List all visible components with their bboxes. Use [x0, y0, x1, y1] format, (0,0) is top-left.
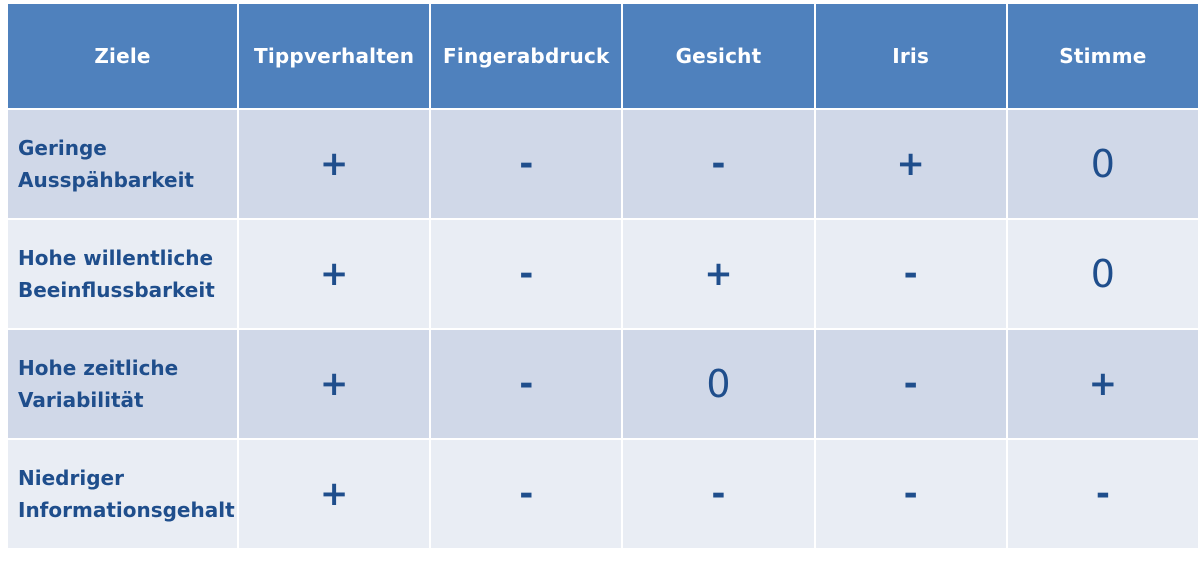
- rating-cell: +: [239, 330, 430, 438]
- rating-cell: -: [623, 440, 814, 548]
- rating-cell: -: [815, 330, 1006, 438]
- header-row: Ziele Tippverhalten Fingerabdruck Gesich…: [8, 4, 1198, 108]
- rating-cell: -: [815, 440, 1006, 548]
- rating-cell: 0: [623, 330, 814, 438]
- table-row: Hohe willentliche Beeinflussbarkeit + - …: [8, 220, 1198, 328]
- header-ziele: Ziele: [8, 4, 237, 108]
- goal-label-line: Beeinflussbarkeit: [18, 278, 215, 302]
- goal-label-line: Informationsgehalt: [18, 498, 235, 522]
- rating-cell: -: [623, 110, 814, 218]
- biometrics-comparison-table: Ziele Tippverhalten Fingerabdruck Gesich…: [6, 2, 1200, 550]
- rating-cell: -: [1007, 440, 1198, 548]
- rating-cell: -: [431, 110, 622, 218]
- rating-cell: +: [239, 220, 430, 328]
- goal-label-line: Hohe willentliche: [18, 246, 214, 270]
- goal-label-line: Ausspähbarkeit: [18, 168, 194, 192]
- rating-cell: -: [815, 220, 1006, 328]
- goal-cell: Geringe Ausspähbarkeit: [8, 110, 237, 218]
- rating-cell: +: [623, 220, 814, 328]
- goal-label-line: Variabilität: [18, 388, 144, 412]
- table-row: Hohe zeitliche Variabilität + - 0 - +: [8, 330, 1198, 438]
- header-iris: Iris: [815, 4, 1006, 108]
- header-stimme: Stimme: [1007, 4, 1198, 108]
- goal-cell: Niedriger Informationsgehalt: [8, 440, 237, 548]
- rating-cell: +: [1007, 330, 1198, 438]
- rating-cell: 0: [1007, 220, 1198, 328]
- rating-cell: 0: [1007, 110, 1198, 218]
- rating-cell: -: [431, 220, 622, 328]
- header-fingerabdruck: Fingerabdruck: [431, 4, 622, 108]
- goal-cell: Hohe zeitliche Variabilität: [8, 330, 237, 438]
- goal-label-line: Niedriger: [18, 466, 124, 490]
- table-row: Niedriger Informationsgehalt + - - - -: [8, 440, 1198, 548]
- rating-cell: +: [239, 440, 430, 548]
- rating-cell: -: [431, 440, 622, 548]
- header-tippverhalten: Tippverhalten: [239, 4, 430, 108]
- rating-cell: +: [239, 110, 430, 218]
- table-header: Ziele Tippverhalten Fingerabdruck Gesich…: [8, 4, 1198, 108]
- goal-label-line: Geringe: [18, 136, 107, 160]
- header-gesicht: Gesicht: [623, 4, 814, 108]
- rating-cell: +: [815, 110, 1006, 218]
- goal-cell: Hohe willentliche Beeinflussbarkeit: [8, 220, 237, 328]
- goal-label-line: Hohe zeitliche: [18, 356, 179, 380]
- comparison-table-container: Ziele Tippverhalten Fingerabdruck Gesich…: [6, 2, 1200, 550]
- table-row: Geringe Ausspähbarkeit + - - + 0: [8, 110, 1198, 218]
- rating-cell: -: [431, 330, 622, 438]
- table-body: Geringe Ausspähbarkeit + - - + 0 Hohe wi…: [8, 110, 1198, 548]
